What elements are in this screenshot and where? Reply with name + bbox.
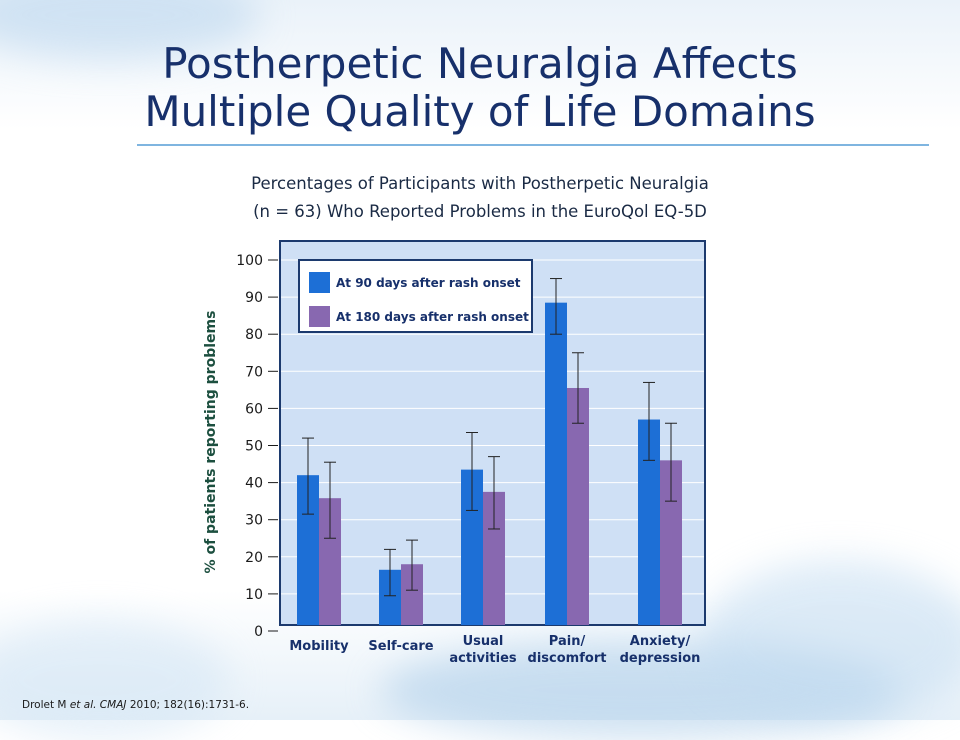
y-tick-label: 30: [245, 513, 263, 529]
x-category-label: Self-care: [368, 639, 433, 654]
x-category-label: Mobility: [289, 639, 349, 654]
x-category-label: Usual: [463, 634, 504, 649]
x-category-label: Anxiety/: [630, 634, 691, 649]
y-tick-label: 20: [245, 550, 263, 566]
y-tick-label: 60: [245, 401, 263, 417]
subtitle-line-1: Percentages of Participants with Posther…: [251, 174, 709, 193]
citation-etal: et al.: [69, 699, 97, 711]
y-tick-label: 100: [236, 253, 263, 269]
legend-swatch: [309, 306, 330, 327]
bar-chart: 0 10 20 30 40 50 60 70 80 90 100 % of patients repo…: [203, 240, 706, 666]
x-category-label: depression: [620, 651, 701, 666]
bar: [638, 419, 660, 625]
y-tick-label: 10: [245, 587, 263, 603]
legend-label: At 180 days after rash onset: [336, 310, 529, 324]
bar: [319, 498, 341, 625]
x-category-label: activities: [449, 651, 517, 666]
bar: [379, 569, 401, 625]
bar: [461, 469, 483, 625]
y-tick-label: 0: [254, 624, 263, 640]
watercolor-wash: [700, 560, 960, 720]
x-category-label: Pain/: [549, 634, 586, 649]
title-divider: [137, 144, 929, 146]
page-title: Postherpetic Neuralgia Affects Multiple …: [0, 40, 960, 136]
y-axis-label: % of patients reporting problems: [203, 311, 219, 574]
x-category-label: discomfort: [528, 651, 607, 666]
y-tick-label: 50: [245, 439, 263, 455]
bar: [567, 387, 589, 625]
chart-subtitle: Percentages of Participants with Posther…: [0, 170, 960, 226]
title-line-1: Postherpetic Neuralgia Affects: [162, 39, 798, 88]
legend-label: At 90 days after rash onset: [336, 276, 521, 290]
y-tick-label: 80: [245, 327, 263, 343]
bar: [483, 491, 505, 625]
citation-details: 2010; 182(16):1731-6.: [129, 699, 250, 711]
legend-box: [298, 259, 533, 333]
y-tick-label: 90: [245, 290, 263, 306]
bar: [545, 302, 567, 625]
y-tick-label: 70: [245, 364, 263, 380]
bar: [401, 564, 423, 625]
y-tick-label: 40: [245, 476, 263, 492]
subtitle-line-2: (n = 63) Who Reported Problems in the Eu…: [253, 202, 707, 221]
legend-swatch: [309, 272, 330, 293]
bar: [297, 475, 319, 625]
citation-author: Drolet M: [22, 699, 67, 711]
citation: Drolet M et al. CMAJ 2010; 182(16):1731-…: [22, 699, 249, 711]
title-line-2: Multiple Quality of Life Domains: [144, 87, 816, 136]
citation-journal: CMAJ: [99, 699, 127, 711]
